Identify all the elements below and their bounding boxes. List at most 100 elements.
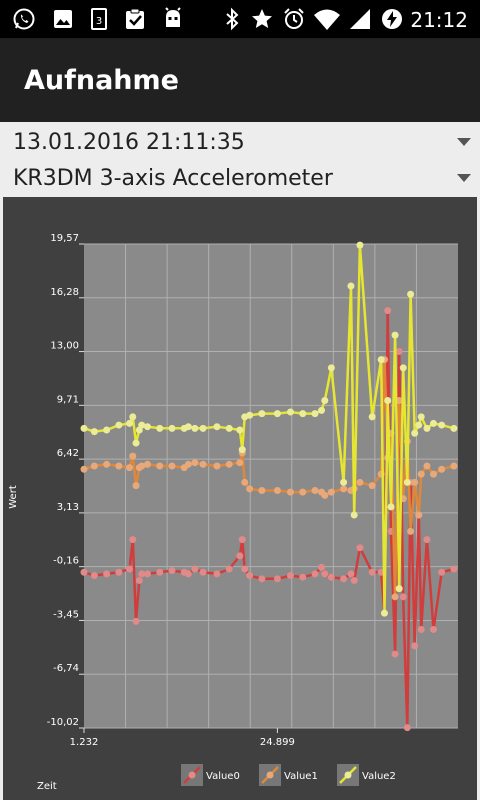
data-point — [80, 568, 88, 576]
data-point — [407, 290, 415, 298]
data-point — [438, 568, 446, 576]
data-point — [384, 307, 392, 315]
legend-label: Value2 — [362, 771, 396, 782]
data-point — [213, 570, 221, 578]
data-point — [184, 570, 192, 578]
data-point — [391, 593, 399, 601]
data-point — [423, 536, 431, 544]
data-point — [356, 544, 364, 552]
data-point — [103, 426, 111, 434]
data-point — [80, 465, 88, 473]
data-point — [438, 421, 446, 429]
legend-marker — [266, 771, 274, 779]
data-point — [191, 565, 199, 573]
data-point — [415, 421, 423, 429]
content-area: 13.01.2016 21:11:35 KR3DM 3-axis Acceler… — [0, 122, 480, 800]
page-title: Aufnahme — [24, 65, 179, 96]
legend-marker — [344, 771, 352, 779]
data-point — [321, 491, 329, 499]
data-point — [273, 410, 281, 418]
bluetooth-icon — [226, 7, 239, 31]
data-point — [286, 408, 294, 416]
app-bar: Aufnahme — [0, 38, 480, 122]
status-bar: 3 21:12 — [0, 0, 480, 38]
data-point — [138, 462, 146, 470]
data-point — [191, 424, 199, 432]
data-point — [213, 462, 221, 470]
legend-marker — [188, 771, 196, 779]
data-point — [132, 482, 140, 490]
data-point — [340, 575, 348, 583]
data-point — [438, 465, 446, 473]
y-tick-label: 3,13 — [57, 502, 79, 513]
data-point — [103, 570, 111, 578]
x-axis: 1.232 24.899 — [70, 728, 295, 748]
data-point — [258, 410, 266, 418]
data-point — [429, 470, 437, 478]
data-point — [132, 617, 140, 625]
data-point — [340, 485, 348, 493]
data-point — [450, 424, 458, 432]
data-point — [356, 478, 364, 486]
data-point — [258, 486, 266, 494]
data-point — [191, 459, 199, 467]
data-point — [115, 568, 123, 576]
data-point — [156, 424, 164, 432]
dropdown-arrow-icon — [457, 174, 471, 182]
legend-label: Value1 — [284, 771, 318, 782]
data-point — [327, 488, 335, 496]
data-point — [407, 527, 415, 535]
legend-label: Value0 — [206, 771, 240, 782]
y-tick-label: -6,74 — [53, 663, 79, 674]
data-point — [450, 565, 458, 573]
data-point — [429, 419, 437, 427]
data-point — [246, 485, 254, 493]
y-axis-label: Wert — [8, 485, 19, 509]
gallery-icon — [54, 10, 72, 28]
data-point — [213, 423, 221, 431]
data-point — [138, 570, 146, 578]
data-point — [311, 570, 319, 578]
data-point — [168, 567, 176, 575]
data-point — [411, 478, 419, 486]
data-point — [225, 460, 233, 468]
data-point — [318, 406, 326, 414]
legend-item-value2: Value2 — [337, 764, 396, 786]
line-chart[interactable]: 19,57 16,28 13,00 9,71 6,42 3,13 -0,16 -3,45 -6,… — [3, 197, 477, 800]
data-point — [403, 478, 411, 486]
data-point — [299, 410, 307, 418]
data-point — [417, 470, 425, 478]
data-point — [143, 460, 151, 468]
y-tick-label: 6,42 — [57, 448, 79, 459]
data-point — [135, 576, 143, 584]
data-point — [184, 423, 192, 431]
data-point — [321, 397, 329, 405]
recording-select-value: 13.01.2016 21:11:35 — [13, 130, 245, 155]
sensor-select[interactable]: KR3DM 3-axis Accelerometer — [0, 160, 480, 196]
legend-item-value1: Value1 — [259, 764, 318, 786]
data-point — [350, 576, 358, 584]
data-point — [236, 426, 244, 434]
data-point — [246, 411, 254, 419]
data-point — [125, 565, 133, 573]
data-point — [80, 424, 88, 432]
sensor-select-value: KR3DM 3-axis Accelerometer — [13, 166, 333, 191]
data-point — [199, 424, 207, 432]
data-point — [347, 282, 355, 290]
data-point — [399, 593, 407, 601]
data-point — [138, 421, 146, 429]
data-point — [311, 410, 319, 418]
y-tick-label: -10,02 — [47, 717, 79, 728]
data-point — [103, 460, 111, 468]
data-point — [156, 568, 164, 576]
data-point — [225, 424, 233, 432]
x-tick-label: 1.232 — [70, 737, 99, 748]
data-point — [168, 462, 176, 470]
data-point — [368, 482, 376, 490]
chart-panel[interactable]: 19,57 16,28 13,00 9,71 6,42 3,13 -0,16 -3,45 -6,… — [3, 197, 477, 800]
data-point — [168, 424, 176, 432]
data-point — [417, 413, 425, 421]
wifi-icon — [314, 9, 340, 30]
x-axis-label: Zeit — [37, 781, 57, 792]
recording-select[interactable]: 13.01.2016 21:11:35 — [0, 124, 480, 160]
